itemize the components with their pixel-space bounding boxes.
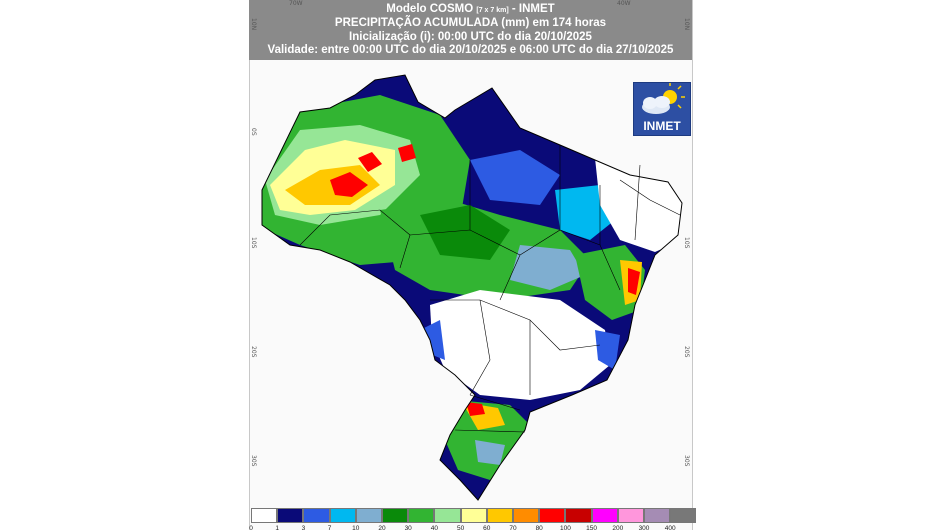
legend-swatch xyxy=(434,508,461,523)
init-time: Inicialização (i): 00:00 UTC do dia 20/1… xyxy=(349,30,592,43)
precipitation-map xyxy=(249,60,692,506)
legend-swatch xyxy=(355,508,382,523)
legend-label: 70 xyxy=(509,525,517,532)
legend-swatch xyxy=(460,508,487,523)
legend-label: 200 xyxy=(612,525,624,532)
model-title: Modelo COSMO [7 x 7 km] - INMET xyxy=(386,3,555,15)
lon-label-40w: 40W xyxy=(617,0,631,7)
legend-label: 50 xyxy=(456,525,465,532)
legend-label: 7 xyxy=(327,525,332,532)
lon-label-70w: 70W xyxy=(289,0,303,7)
legend-label: 150 xyxy=(586,525,598,532)
logo-text: INMET xyxy=(643,119,681,133)
legend-swatch xyxy=(539,508,566,523)
state-borders xyxy=(261,74,683,501)
legend-label: 3 xyxy=(301,525,306,532)
legend-swatch xyxy=(644,508,671,523)
lat-label-right-10n: 10N xyxy=(683,18,690,31)
legend-swatch xyxy=(329,508,356,523)
legend-label: 100 xyxy=(559,525,571,532)
lat-label-left-10n: 10N xyxy=(250,18,257,31)
legend-swatch xyxy=(617,508,644,523)
legend-label: 300 xyxy=(638,525,650,532)
legend-label: 400 xyxy=(664,525,676,532)
legend-label: 30 xyxy=(404,525,412,532)
legend-label: 60 xyxy=(483,525,491,532)
legend-swatch xyxy=(277,508,304,523)
legend-swatch xyxy=(670,508,697,523)
legend-swatch xyxy=(513,508,540,523)
legend-label: 1 xyxy=(275,525,279,532)
precipitation-field xyxy=(262,75,682,500)
sun-cloud-icon xyxy=(642,83,685,114)
legend-swatch xyxy=(486,508,513,523)
legend-label: 0 xyxy=(249,525,253,532)
legend-swatch xyxy=(408,508,435,523)
legend-swatch xyxy=(251,508,278,523)
validity-period: Validade: entre 00:00 UTC do dia 20/10/2… xyxy=(267,44,674,57)
inmet-logo: INMET xyxy=(633,82,691,136)
legend-label: 10 xyxy=(352,525,360,532)
legend-swatch xyxy=(382,508,409,523)
map-header: Modelo COSMO [7 x 7 km] - INMET PRECIPIT… xyxy=(249,0,692,60)
precipitation-legend: 0 1 3 7 10 20 30 40 50 60 70 80 100 150 200 300 400 xyxy=(249,506,697,532)
map-subtitle: PRECIPITAÇÃO ACUMULADA (mm) em 174 horas xyxy=(334,17,607,30)
legend-label: 40 xyxy=(430,525,439,532)
legend-swatch xyxy=(303,508,330,523)
legend-label: 80 xyxy=(535,525,543,532)
legend-swatch xyxy=(591,508,618,523)
legend-label: 20 xyxy=(378,525,386,532)
legend-swatch xyxy=(565,508,592,523)
